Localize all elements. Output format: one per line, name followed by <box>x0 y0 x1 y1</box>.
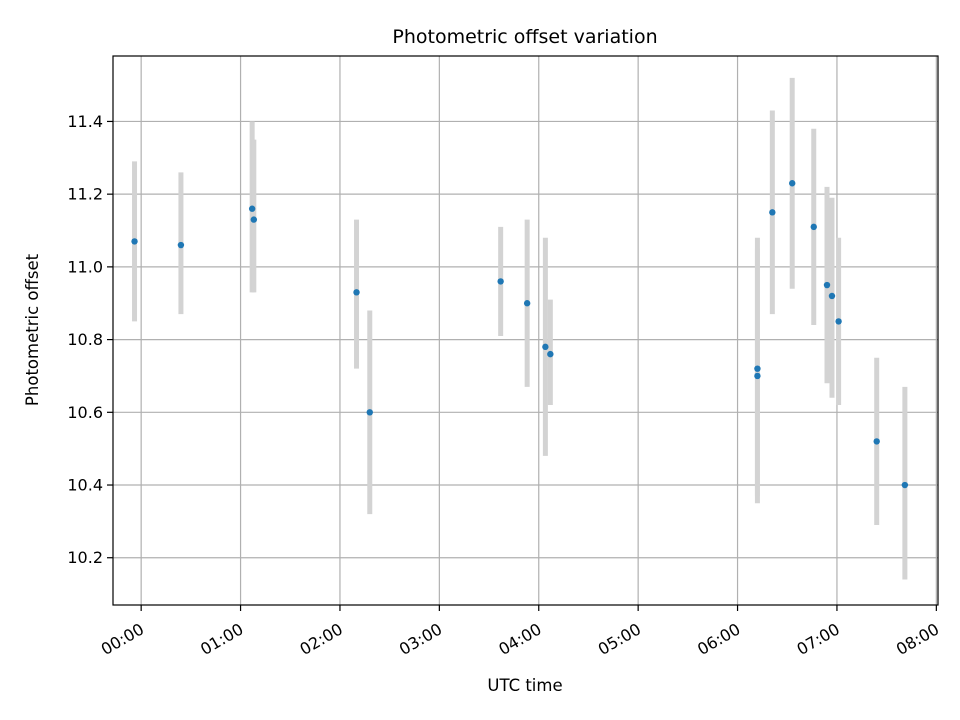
data-point <box>547 350 554 358</box>
x-axis-label: UTC time <box>487 676 562 695</box>
y-tick-label: 10.8 <box>67 330 103 349</box>
y-tick-label: 10.6 <box>67 403 103 422</box>
data-point <box>901 481 909 489</box>
y-tick-label: 11.2 <box>67 185 103 204</box>
data-point <box>366 409 373 416</box>
data-point <box>828 292 836 300</box>
y-axis-label: Photometric offset <box>23 253 42 406</box>
plot-frame <box>112 55 939 606</box>
data-point <box>353 289 360 296</box>
data-point <box>873 438 880 445</box>
data-point <box>754 372 761 380</box>
data-point <box>754 365 761 372</box>
data-point <box>177 241 185 249</box>
y-tick-label: 11.4 <box>67 112 103 131</box>
data-point <box>497 278 504 285</box>
data-point <box>789 180 796 187</box>
data-points <box>131 180 909 489</box>
data-point <box>523 300 531 307</box>
data-point <box>542 343 549 351</box>
data-point <box>248 205 256 212</box>
chart-title: Photometric offset variation <box>392 26 657 48</box>
data-point <box>810 223 817 231</box>
data-point <box>823 281 831 289</box>
y-tick-label: 10.2 <box>67 548 103 567</box>
y-tick-label: 11.0 <box>67 257 103 276</box>
data-point <box>835 318 842 325</box>
y-tick-label: 10.4 <box>67 476 103 495</box>
y-axis: 10.2 10.4 10.6 10.8 11.0 11.2 11.4 <box>67 112 113 567</box>
data-point <box>131 238 138 245</box>
data-point <box>769 209 776 216</box>
data-point <box>250 216 258 223</box>
